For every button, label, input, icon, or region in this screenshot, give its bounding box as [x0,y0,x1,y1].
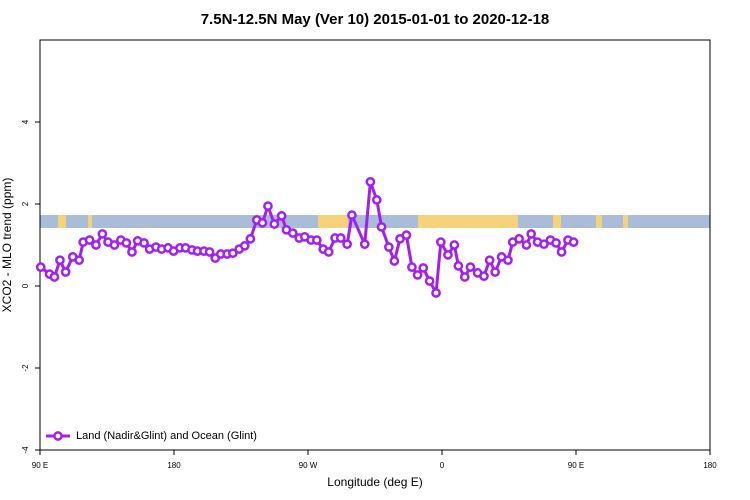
data-point [526,229,537,239]
data-point [269,219,280,229]
data-point [359,239,370,250]
data-point [459,272,470,282]
data-point [335,233,346,243]
x-tick-label: 90 E [32,461,48,470]
data-point [49,272,60,282]
x-axis-label: Longitude (deg E) [327,475,422,489]
y-tick-label: 0 [21,283,30,288]
data-point [287,228,298,238]
data-point [127,247,137,257]
data-point [55,255,65,266]
data-point [204,247,215,257]
x-tick-label: 90 E [568,461,584,470]
data-point [479,271,489,282]
data-point [383,242,394,252]
data-point [376,222,387,232]
data-point [263,201,273,211]
data-point [347,210,357,220]
data-point [121,238,132,248]
data-point [276,211,287,221]
data-point [514,234,524,244]
map-strip [40,215,710,228]
data-point [453,261,464,271]
data-point [484,255,495,266]
data-point [139,238,149,248]
data-point [551,238,561,248]
plot-frame [39,39,711,451]
data-point [74,255,85,266]
x-tick-label: 180 [167,461,181,470]
data-point [424,276,435,286]
data-point [35,262,46,272]
legend-marker [53,431,63,441]
data-point [239,240,250,251]
data-point [227,248,238,259]
data-point [449,240,460,250]
data-point [435,237,446,247]
data-point [60,267,71,277]
data-point [412,270,423,280]
data-point [311,235,322,245]
data-point [465,262,476,272]
y-tick-label: -2 [21,364,30,372]
data-point [245,234,256,244]
data-point [109,240,120,250]
chart-title: 7.5N-12.5N May (Ver 10) 2015-01-01 to 20… [201,11,550,28]
x-tick-label: 180 [703,461,717,470]
data-point [342,239,353,250]
data-point [389,256,400,266]
x-tick-label: 90 W [299,461,318,470]
data-point [539,239,549,250]
data-point [556,247,567,257]
data-point [521,240,532,250]
legend-label: Land (Nadir&Glint) and Ocean (Glint) [76,430,257,442]
data-point [97,229,108,239]
y-tick-label: 4 [21,119,30,124]
data-point [407,262,417,272]
data-point [371,195,382,205]
data-point [323,247,334,257]
data-point [503,255,513,266]
data-point [401,230,412,241]
data-point [91,240,101,250]
data-point [365,177,376,187]
y-tick-label: 2 [21,201,30,206]
data-point [568,237,579,247]
data-point [257,218,268,228]
y-tick-label: -4 [21,446,30,454]
data-point [443,249,453,260]
data-point [490,267,501,277]
data-point [84,235,95,245]
y-axis-label: XCO2 - MLO trend (ppm) [0,178,14,313]
data-point [431,288,441,298]
x-tick-label: 0 [440,461,445,470]
data-point [418,263,429,273]
